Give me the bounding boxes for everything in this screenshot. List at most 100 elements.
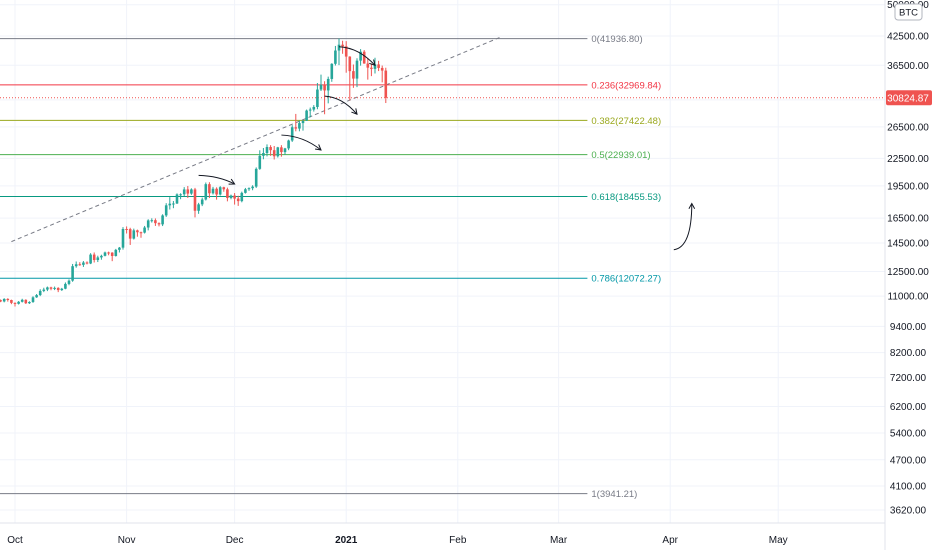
- candle: [265, 144, 269, 157]
- candle: [240, 191, 244, 203]
- candle: [161, 214, 164, 227]
- fib-level-label: 0.236(32969.84): [591, 80, 661, 91]
- price-axis[interactable]: 50000.0042500.0036500.0030500.0026500.00…: [887, 0, 929, 516]
- candle: [312, 105, 316, 112]
- candle: [377, 60, 380, 72]
- candle: [211, 186, 215, 195]
- candle: [370, 63, 373, 77]
- candle: [42, 287, 46, 293]
- candle: [326, 76, 330, 104]
- candle: [139, 231, 143, 238]
- time-tick-label: 2021: [335, 535, 358, 546]
- candle: [157, 222, 161, 227]
- price-tick-label: 11000.00: [888, 292, 929, 303]
- candle: [179, 193, 182, 200]
- candle: [136, 229, 139, 237]
- price-tick-label: 4100.00: [890, 482, 927, 493]
- candle: [233, 193, 236, 205]
- price-tick-label: 22500.00: [887, 154, 929, 165]
- candle: [17, 301, 20, 305]
- candle: [251, 185, 254, 191]
- candle: [308, 107, 312, 118]
- time-axis[interactable]: Oct Nov Dec 2021 Feb Mar Apr May: [7, 535, 787, 546]
- candle: [182, 187, 186, 197]
- candle: [186, 186, 190, 198]
- candle: [197, 202, 200, 214]
- candle: [46, 286, 49, 292]
- candle: [103, 251, 107, 257]
- candle: [82, 261, 85, 267]
- candle: [190, 188, 193, 195]
- candle: [143, 225, 146, 234]
- candle: [366, 58, 370, 80]
- candle: [24, 299, 28, 304]
- candle: [60, 287, 64, 291]
- last-price-badge: 30824.87: [886, 90, 932, 106]
- candle: [13, 302, 17, 307]
- candle: [215, 187, 218, 200]
- price-tick-label: 9400.00: [890, 322, 927, 333]
- candle: [384, 67, 388, 104]
- price-tick-label: 26500.00: [887, 122, 929, 133]
- candle: [164, 203, 168, 217]
- price-tick-label: 42500.00: [887, 32, 929, 43]
- candle: [96, 255, 100, 263]
- dashed-trendline[interactable]: [11, 36, 502, 243]
- price-tick-label: 7200.00: [890, 373, 927, 384]
- candle: [0, 299, 2, 303]
- curved-arrow[interactable]: [281, 134, 322, 151]
- candle: [254, 167, 258, 188]
- drawn-arrows[interactable]: [198, 46, 696, 251]
- candle: [118, 246, 121, 253]
- candle: [204, 182, 208, 201]
- candle: [89, 253, 92, 265]
- last-price-value: 30824.87: [887, 93, 929, 104]
- candle: [175, 193, 179, 205]
- candle: [247, 187, 251, 191]
- candle: [301, 120, 305, 131]
- candle: [132, 228, 136, 240]
- curved-arrow[interactable]: [198, 174, 236, 185]
- curved-arrow[interactable]: [324, 95, 358, 116]
- candle: [56, 287, 60, 293]
- candle: [38, 289, 42, 297]
- candle: [28, 301, 31, 304]
- candle: [200, 197, 204, 207]
- candle: [146, 219, 150, 231]
- candle: [355, 58, 359, 88]
- curved-arrow[interactable]: [673, 202, 696, 251]
- price-tick-label: 12500.00: [887, 267, 929, 278]
- fib-level-label: 1(3941.21): [591, 489, 637, 500]
- trendline[interactable]: [11, 36, 502, 243]
- candle: [287, 139, 290, 151]
- candle: [150, 218, 154, 223]
- candle: [107, 251, 110, 256]
- candle: [110, 252, 114, 262]
- candle: [121, 227, 125, 250]
- candle: [305, 109, 308, 121]
- price-tick-label: 16500.00: [887, 214, 929, 225]
- candle: [172, 201, 175, 209]
- candle: [128, 227, 132, 245]
- candle: [290, 125, 294, 142]
- symbol-badge[interactable]: BTC: [894, 3, 923, 21]
- curved-arrow[interactable]: [338, 46, 376, 67]
- candle: [226, 187, 229, 202]
- candle: [100, 254, 103, 260]
- candle: [236, 195, 240, 206]
- candle: [208, 182, 211, 199]
- candle: [334, 45, 337, 66]
- candle: [71, 263, 74, 282]
- price-tick-label: 3620.00: [890, 506, 927, 517]
- candlestick-series: [0, 38, 388, 307]
- candle: [262, 147, 265, 160]
- candle: [64, 282, 67, 290]
- candle: [154, 218, 157, 226]
- fibonacci-retracement[interactable]: [0, 38, 588, 495]
- candle: [330, 63, 334, 82]
- candle: [280, 145, 283, 157]
- price-tick-label: 5400.00: [890, 429, 927, 440]
- candle: [348, 56, 352, 101]
- candle: [294, 113, 298, 132]
